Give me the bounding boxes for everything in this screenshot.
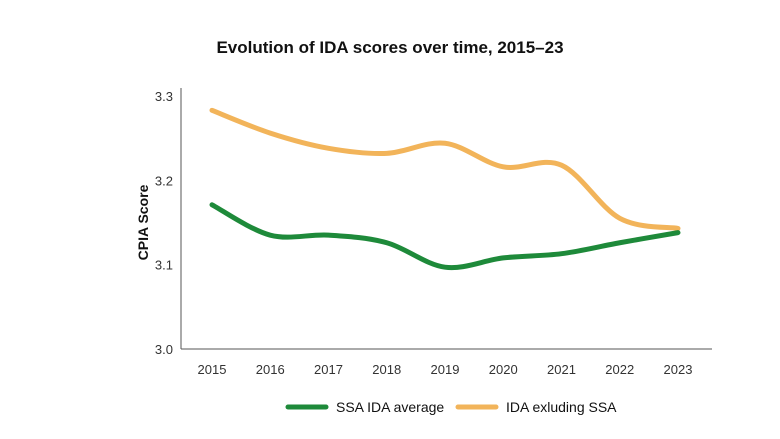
- x-tick-label: 2023: [664, 362, 693, 377]
- x-tick-label: 2015: [198, 362, 227, 377]
- y-tick-label: 3.0: [155, 342, 173, 357]
- y-axis-label: CPIA Score: [135, 184, 151, 260]
- legend-label: SSA IDA average: [336, 399, 444, 415]
- chart-title: Evolution of IDA scores over time, 2015–…: [216, 38, 564, 57]
- x-tick-label: 2022: [605, 362, 634, 377]
- x-tick-label: 2018: [372, 362, 401, 377]
- x-tick-label: 2019: [431, 362, 460, 377]
- x-tick-label: 2017: [314, 362, 343, 377]
- y-tick-label: 3.3: [155, 89, 173, 104]
- y-tick-label: 3.2: [155, 173, 173, 188]
- series-line-0: [209, 202, 681, 271]
- x-tick-label: 2016: [256, 362, 285, 377]
- y-tick-label: 3.1: [155, 258, 173, 273]
- x-tick-label: 2020: [489, 362, 518, 377]
- series-line-1: [209, 107, 681, 231]
- legend-label: IDA exluding SSA: [506, 399, 617, 415]
- x-tick-label: 2021: [547, 362, 576, 377]
